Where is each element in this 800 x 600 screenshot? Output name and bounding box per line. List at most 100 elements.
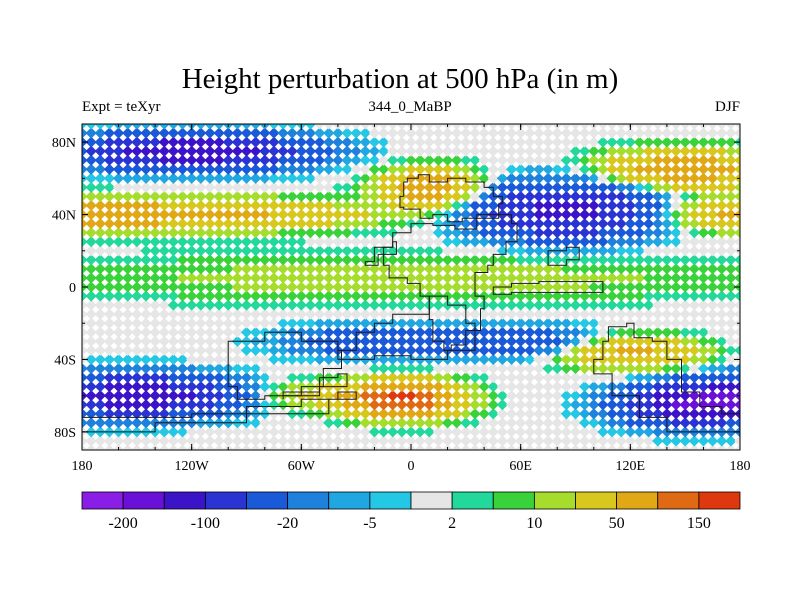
field-cell xyxy=(122,245,134,257)
field-cell xyxy=(524,317,536,329)
field-cell xyxy=(469,435,481,447)
field-cell xyxy=(515,136,527,148)
field-cell xyxy=(304,145,317,157)
field-cell xyxy=(460,190,472,202)
field-cell xyxy=(643,272,655,284)
field-cell xyxy=(533,245,545,257)
field-cell xyxy=(679,245,691,257)
field-cell xyxy=(643,172,655,184)
field-cell xyxy=(277,317,289,329)
field-cell xyxy=(259,254,271,266)
field-cell xyxy=(487,317,499,329)
colorbar-label: 2 xyxy=(448,515,456,532)
field-cell xyxy=(524,209,536,221)
field-cell xyxy=(496,154,508,166)
field-cell xyxy=(213,181,225,193)
field-cell xyxy=(277,218,289,230)
field-cell xyxy=(85,444,97,450)
field-cell xyxy=(350,181,362,193)
field-cell xyxy=(734,218,740,230)
field-cell xyxy=(469,362,481,375)
field-cell xyxy=(204,426,216,438)
field-cell xyxy=(240,299,253,311)
field-cell xyxy=(186,218,198,230)
field-cell xyxy=(633,372,646,384)
field-cell xyxy=(323,245,335,257)
field-cell xyxy=(140,435,152,447)
field-cell xyxy=(85,227,97,239)
field-cell xyxy=(176,281,189,293)
field-cell xyxy=(505,127,518,139)
field-cell xyxy=(295,136,307,148)
field-cell xyxy=(524,390,536,402)
field-cell xyxy=(515,272,527,284)
field-cell xyxy=(515,299,527,311)
field-cell xyxy=(706,163,719,175)
field-cell xyxy=(250,326,262,338)
field-cell xyxy=(387,299,399,311)
field-cell xyxy=(706,344,719,356)
field-cell xyxy=(524,399,536,411)
field-cell xyxy=(103,362,116,375)
field-cell xyxy=(643,136,655,148)
field-cell xyxy=(524,263,536,275)
field-cell xyxy=(414,127,426,139)
field-cell xyxy=(341,199,353,212)
field-cell xyxy=(387,435,399,447)
field-cell xyxy=(259,136,271,148)
field-cell xyxy=(579,245,591,257)
field-cell xyxy=(716,154,728,166)
field-cell xyxy=(579,353,591,365)
field-cell xyxy=(697,245,710,257)
field-cell xyxy=(734,417,740,429)
field-cell xyxy=(195,172,207,184)
field-cell xyxy=(268,299,280,311)
field-cell xyxy=(259,163,271,175)
field-cell xyxy=(259,308,271,320)
field-cell xyxy=(460,426,472,438)
field-cell xyxy=(176,236,189,248)
field-cell xyxy=(176,227,189,239)
field-cell xyxy=(551,145,563,157)
field-cell xyxy=(569,281,582,293)
field-cell xyxy=(560,136,572,148)
field-cell xyxy=(368,181,381,193)
field-cell xyxy=(697,236,710,248)
field-cell xyxy=(524,124,536,130)
field-cell xyxy=(286,281,298,293)
season-label: DJF xyxy=(714,99,740,115)
field-cell xyxy=(167,127,179,139)
field-cell xyxy=(323,199,335,212)
field-cell xyxy=(149,154,161,166)
colorbar-swatch xyxy=(163,491,206,510)
field-cell xyxy=(478,218,490,230)
field-cell xyxy=(643,154,655,166)
field-cell xyxy=(697,136,710,148)
coastline xyxy=(82,391,357,433)
field-cell xyxy=(341,190,353,202)
field-cell xyxy=(176,362,189,375)
field-cell xyxy=(670,326,682,338)
field-cell xyxy=(725,181,737,193)
field-cell xyxy=(533,372,545,384)
field-cell xyxy=(588,245,600,257)
field-cell xyxy=(606,281,618,293)
field-cell xyxy=(167,245,179,257)
field-cell xyxy=(350,435,362,447)
field-cell xyxy=(94,199,106,212)
field-cell xyxy=(222,199,234,212)
field-cell xyxy=(533,199,545,212)
field-cell xyxy=(231,299,243,311)
field-cell xyxy=(706,190,719,202)
field-cell xyxy=(94,136,106,148)
field-cell xyxy=(195,263,207,275)
colorbar: -200 -100 -20 -5 2 10 50 150 xyxy=(81,491,741,532)
field-cell xyxy=(505,326,518,338)
field-cell xyxy=(432,362,445,375)
field-cell xyxy=(286,317,298,329)
field-cell xyxy=(524,190,536,202)
field-cell xyxy=(240,272,253,284)
field-cell xyxy=(478,372,490,384)
field-cell xyxy=(286,181,298,193)
field-cell xyxy=(140,190,152,202)
